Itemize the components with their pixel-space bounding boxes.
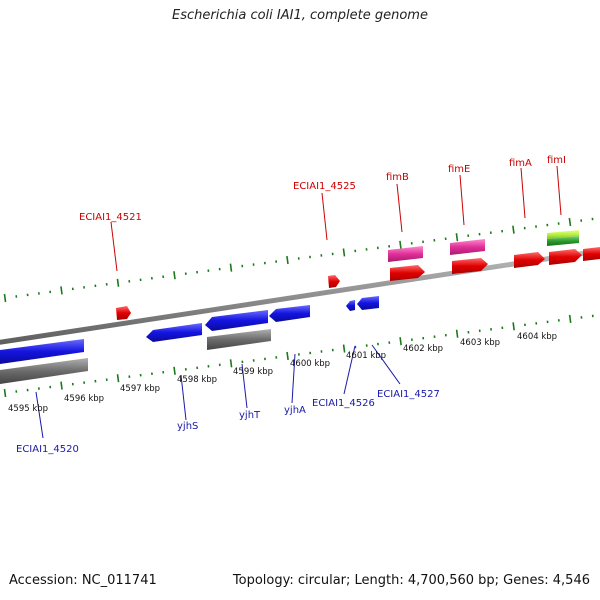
accession-text: Accession: NC_011741 [9,573,157,588]
major-tick [455,233,459,242]
gene-feature[interactable] [547,236,579,246]
gene-label[interactable]: ECIAI1_4521 [79,212,142,223]
upper-tick-track [3,217,594,303]
major-tick [455,329,459,338]
scale-labels: 4595 kbp 4596 kbp 4597 kbp 4598 kbp 4599… [8,332,557,414]
major-tick [173,366,176,375]
gene-feature[interactable] [269,305,310,322]
scale-label: 4604 kbp [517,332,557,342]
scale-label: 4595 kbp [8,404,48,414]
upper-gene-labels: ECIAI1_4521 ECIAI1_4525 fimB fimE fimA f… [79,155,566,223]
genome-stats-text: Topology: circular; Length: 4,700,560 bp… [232,573,590,588]
gene-feature[interactable] [346,300,355,311]
major-tick [399,337,402,346]
scale-label: 4600 kbp [290,359,330,369]
gene-feature[interactable] [450,239,485,255]
scale-label: 4601 kbp [346,351,386,361]
major-tick [229,263,233,272]
gene-feature[interactable] [0,358,88,384]
gene-feature[interactable] [0,339,84,364]
gene-feature[interactable] [116,306,131,320]
major-tick [229,359,233,368]
gene-label[interactable]: ECIAI1_4527 [377,389,440,400]
gene-label[interactable]: yjhA [284,405,306,416]
gene-feature[interactable] [390,265,425,281]
lower-gene-labels: ECIAI1_4520 yjhS yjhT yjhA ECIAI1_4526 E… [16,389,440,455]
gene-label[interactable]: fimE [448,164,470,175]
gene-label[interactable]: yjhT [239,410,261,421]
upper-features [116,230,600,320]
gene-label[interactable]: ECIAI1_4526 [312,398,375,409]
major-tick [60,381,63,390]
gene-label[interactable]: fimB [386,172,409,183]
major-tick [3,293,7,303]
major-tick [173,271,176,280]
lower-tick-track [3,314,594,398]
map-title: Escherichia coli IAI1, complete genome [172,8,428,23]
gene-feature[interactable] [207,329,271,350]
scale-label: 4596 kbp [64,394,104,404]
major-tick [342,344,346,353]
gene-feature[interactable] [388,246,423,262]
major-tick [116,374,120,383]
gene-label[interactable]: fimA [509,158,532,169]
major-tick [512,322,515,331]
major-tick [399,240,402,249]
gene-feature[interactable] [357,296,379,310]
major-tick [342,248,346,257]
scale-label: 4602 kbp [403,344,443,354]
major-tick [568,314,572,323]
scale-label: 4598 kbp [177,375,217,385]
gene-feature[interactable] [514,252,545,268]
scale-label: 4597 kbp [120,384,160,394]
gene-label[interactable]: ECIAI1_4520 [16,444,79,455]
gene-label[interactable]: fimI [547,155,566,166]
gene-feature[interactable] [549,249,582,265]
major-tick [512,225,515,234]
gene-feature[interactable] [583,247,600,261]
scale-label: 4599 kbp [233,367,273,377]
gene-feature[interactable] [146,323,202,342]
gene-feature[interactable] [205,310,268,331]
major-tick [568,217,572,227]
lower-label-leaders [35,344,401,439]
genome-backbone [0,248,600,345]
gene-label[interactable]: ECIAI1_4525 [293,181,356,192]
major-tick [60,286,63,295]
major-tick [116,278,120,287]
major-tick [286,351,289,361]
major-tick [286,255,289,265]
upper-label-leaders [110,165,562,272]
gene-label[interactable]: yjhS [177,421,198,432]
major-tick [3,388,7,398]
gene-feature[interactable] [328,275,340,288]
scale-label: 4603 kbp [460,338,500,348]
lower-features [0,296,379,384]
gene-feature[interactable] [452,258,488,274]
